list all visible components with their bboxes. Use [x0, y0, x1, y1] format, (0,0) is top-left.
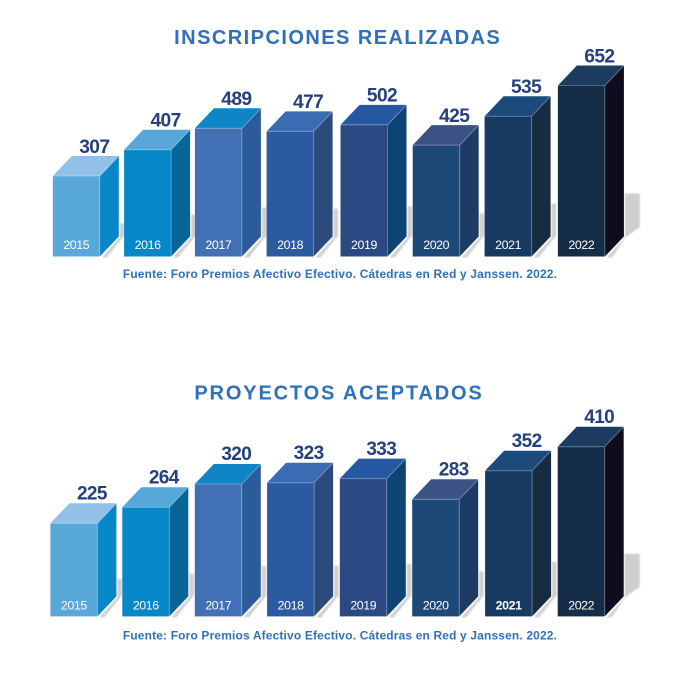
svg-text:264: 264 [149, 467, 180, 488]
svg-text:2015: 2015 [63, 238, 89, 252]
svg-text:2015: 2015 [61, 599, 87, 613]
svg-text:2021: 2021 [496, 599, 522, 613]
svg-text:PROYECTOS ACEPTADOS: PROYECTOS ACEPTADOS [194, 383, 483, 405]
svg-text:2020: 2020 [423, 238, 449, 252]
svg-text:2016: 2016 [133, 599, 159, 613]
svg-text:489: 489 [221, 89, 251, 110]
svg-text:2017: 2017 [205, 238, 231, 252]
svg-text:407: 407 [150, 111, 180, 132]
svg-text:2019: 2019 [350, 599, 376, 613]
svg-text:2018: 2018 [278, 599, 304, 613]
svg-text:477: 477 [293, 92, 323, 113]
svg-text:502: 502 [367, 86, 397, 107]
svg-text:283: 283 [439, 460, 469, 481]
svg-text:410: 410 [584, 407, 614, 428]
svg-text:Fuente: Foro Premios Afectivo: Fuente: Foro Premios Afectivo Efectivo. … [123, 628, 557, 642]
svg-text:2022: 2022 [568, 599, 594, 613]
svg-text:225: 225 [77, 484, 108, 505]
svg-text:2021: 2021 [495, 238, 521, 252]
svg-text:352: 352 [512, 431, 542, 452]
svg-text:307: 307 [79, 137, 109, 158]
svg-text:323: 323 [294, 443, 324, 464]
svg-text:2020: 2020 [423, 599, 449, 613]
svg-text:Fuente: Foro Premios Afectivo: Fuente: Foro Premios Afectivo Efectivo. … [123, 267, 557, 281]
svg-text:2018: 2018 [277, 238, 303, 252]
svg-text:425: 425 [439, 106, 470, 127]
svg-text:INSCRIPCIONES REALIZADAS: INSCRIPCIONES REALIZADAS [174, 27, 501, 49]
svg-text:2022: 2022 [568, 238, 594, 252]
svg-text:652: 652 [584, 46, 614, 67]
svg-text:535: 535 [511, 77, 542, 98]
svg-text:320: 320 [221, 444, 251, 465]
svg-text:2016: 2016 [135, 238, 161, 252]
svg-text:2019: 2019 [351, 238, 377, 252]
svg-text:2017: 2017 [205, 599, 231, 613]
svg-text:333: 333 [366, 439, 396, 460]
